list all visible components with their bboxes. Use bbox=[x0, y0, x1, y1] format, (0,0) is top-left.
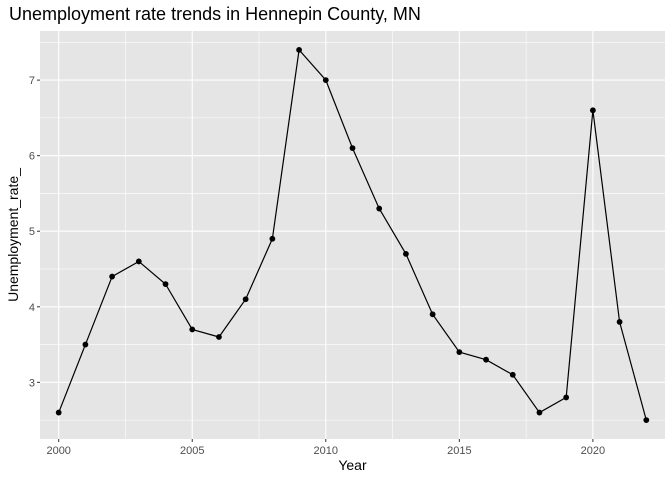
data-points bbox=[55, 46, 650, 424]
data-point bbox=[536, 409, 543, 416]
x-axis-title: Year bbox=[338, 457, 367, 473]
data-point bbox=[269, 235, 276, 242]
data-point bbox=[216, 334, 222, 340]
y-tick-label: 7 bbox=[29, 75, 35, 87]
x-tick-label: 2005 bbox=[180, 445, 204, 457]
data-point bbox=[55, 409, 62, 416]
data-point bbox=[109, 273, 116, 280]
data-point bbox=[643, 417, 650, 424]
data-point bbox=[589, 107, 596, 114]
data-point bbox=[403, 250, 409, 257]
data-point bbox=[376, 205, 383, 212]
x-axis-ticks: 2000 2005 2010 2015 2020 bbox=[46, 439, 605, 457]
data-point bbox=[456, 349, 463, 356]
y-axis-ticks: 3 4 5 6 7 bbox=[29, 75, 40, 389]
data-point bbox=[189, 326, 196, 333]
chart-title: Unemployment rate trends in Hennepin Cou… bbox=[9, 4, 421, 24]
minor-gridlines bbox=[40, 31, 665, 439]
y-tick-label: 3 bbox=[29, 377, 35, 389]
x-tick-label: 2000 bbox=[46, 445, 70, 457]
major-gridlines bbox=[40, 31, 665, 439]
data-point bbox=[162, 281, 169, 288]
data-point bbox=[483, 356, 489, 363]
data-point bbox=[296, 46, 302, 53]
y-tick-label: 6 bbox=[29, 151, 35, 163]
data-point bbox=[349, 145, 356, 152]
data-point bbox=[616, 318, 623, 325]
data-point bbox=[563, 394, 570, 401]
x-tick-label: 2015 bbox=[447, 445, 471, 457]
plot-panel bbox=[40, 31, 665, 439]
x-tick-label: 2020 bbox=[581, 445, 605, 457]
y-tick-label: 4 bbox=[29, 302, 35, 314]
data-point bbox=[429, 311, 436, 318]
y-axis-title: Unemployment_rate_ bbox=[5, 168, 21, 302]
data-point bbox=[509, 371, 516, 378]
data-point bbox=[135, 258, 142, 265]
data-point bbox=[82, 341, 89, 348]
data-point bbox=[242, 296, 249, 303]
data-point bbox=[322, 77, 329, 84]
x-tick-label: 2010 bbox=[314, 445, 338, 457]
y-tick-label: 5 bbox=[29, 226, 35, 238]
